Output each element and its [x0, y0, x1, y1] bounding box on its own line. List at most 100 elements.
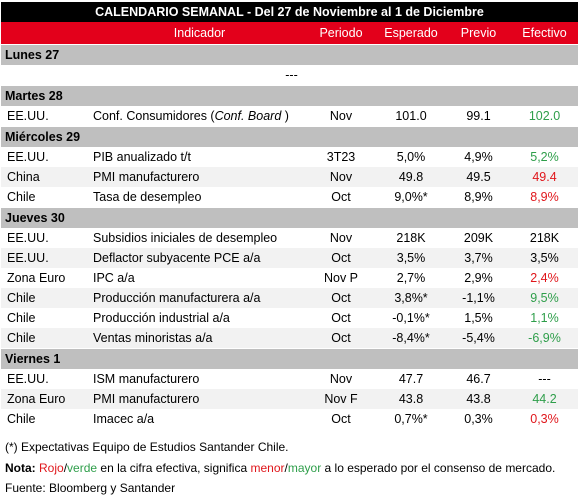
country: Chile — [7, 291, 36, 305]
indicator: Producción manufacturera a/a — [93, 291, 306, 305]
previous: 43.8 — [466, 392, 491, 406]
previous: -1,1% — [462, 291, 495, 305]
data-row: Zona Euro PMI manufacturero Nov F 43.8 43.8 4… — [1, 389, 578, 409]
data-row: Chile Producción manufacturera a/a Oct 3,8%… — [1, 288, 578, 308]
indicator-part: Producción manufacturera a/a — [93, 291, 261, 305]
expected: 0,7%* — [394, 412, 428, 426]
source: Fuente: Bloomberg y Santander — [5, 481, 176, 495]
indicator: PMI manufacturero — [93, 170, 306, 184]
note-part: en la cifra efectiva, significa — [97, 461, 251, 475]
indicator-part: PMI manufacturero — [93, 392, 200, 406]
note-part: / — [63, 461, 68, 475]
period: Oct — [331, 251, 351, 265]
period: Nov P — [323, 271, 359, 285]
actual: 9,5% — [530, 291, 559, 305]
data-row: --- — [1, 65, 578, 85]
actual: --- — [538, 372, 551, 386]
indicator-part: Deflactor subyacente PCE a/a — [93, 251, 261, 265]
note-part: / — [284, 461, 288, 475]
previous: 209K — [463, 231, 494, 245]
note-part: menor — [250, 461, 285, 475]
country: EE.UU. — [7, 109, 49, 123]
country: Chile — [7, 311, 36, 325]
data-row: China PMI manufacturero Nov 49.8 49.5 49.4 — [1, 167, 578, 187]
indicator: Tasa de desempleo — [93, 190, 306, 204]
indicator: Deflactor subyacente PCE a/a — [93, 251, 306, 265]
actual: 44.2 — [532, 392, 557, 406]
header-cell: Previo — [460, 26, 497, 40]
header-row: Indicador Periodo Esperado Previo Efecti… — [1, 22, 578, 44]
title: CALENDARIO SEMANAL - Del 27 de Noviembre… — [1, 2, 578, 22]
country: Zona Euro — [7, 271, 66, 285]
previous: 49.5 — [466, 170, 491, 184]
actual: -6,9% — [528, 331, 561, 345]
data-row: EE.UU. Subsidios iniciales de desempleo No… — [1, 228, 578, 248]
indicator: ISM manufacturero — [93, 372, 306, 386]
indicator-part: ) — [281, 109, 289, 123]
indicator-part: Producción industrial a/a — [93, 311, 230, 325]
indicator-part: Tasa de desempleo — [93, 190, 202, 204]
data-row: Chile Producción industrial a/a Oct -0,1%* 1… — [1, 308, 578, 328]
indicator: Conf. Consumidores (Conf. Board ) — [93, 109, 306, 123]
expected: 218K — [396, 231, 426, 245]
country: China — [7, 170, 40, 184]
country: Chile — [7, 331, 36, 345]
actual: 2,4% — [530, 271, 559, 285]
header-cell: Efectivo — [522, 26, 567, 40]
data-row: EE.UU. PIB anualizado t/t 3T23 5,0% 4,9% 5,2% — [1, 147, 578, 167]
note-part: a lo esperado por el consenso de mercado… — [321, 461, 556, 475]
previous: 3,7% — [464, 251, 493, 265]
country: EE.UU. — [7, 150, 49, 164]
country: EE.UU. — [7, 231, 49, 245]
country: EE.UU. — [7, 251, 49, 265]
period: Nov — [329, 109, 353, 123]
period: Nov — [329, 372, 353, 386]
data-row: EE.UU. Deflactor subyacente PCE a/a Oct 3,5… — [1, 248, 578, 268]
expected: 2,7% — [396, 271, 426, 285]
note-part: Rojo — [39, 461, 64, 475]
previous: 1,5% — [464, 311, 493, 325]
actual: 0,3% — [530, 412, 559, 426]
data-row: Zona Euro IPC a/a Nov P 2,7% 2,9% 2,4% — [1, 268, 578, 288]
actual: 8,9% — [530, 190, 559, 204]
period: Oct — [331, 412, 351, 426]
indicator-part: Conf. Board — [214, 109, 282, 123]
day-row: Miércoles 29 — [1, 126, 578, 147]
country: Zona Euro — [7, 392, 66, 406]
actual: 218K — [529, 231, 560, 245]
period: Oct — [331, 291, 351, 305]
actual: 1,1% — [530, 311, 559, 325]
expected: 43.8 — [398, 392, 424, 406]
indicator-part: Imacec a/a — [93, 412, 155, 426]
note: Nota: Rojo/verde en la cifra efectiva, s… — [5, 461, 555, 475]
indicator: Subsidios iniciales de desempleo — [93, 231, 306, 245]
expected: -0,1%* — [392, 311, 430, 325]
period: Oct — [331, 331, 351, 345]
indicator-part: PMI manufacturero — [93, 170, 200, 184]
expected: 9,0%* — [394, 190, 428, 204]
country: Chile — [7, 190, 36, 204]
previous: 0,3% — [464, 412, 493, 426]
day-row: Viernes 1 — [1, 348, 578, 369]
data-row: EE.UU. ISM manufacturero Nov 47.7 46.7 --- — [1, 369, 578, 389]
calendar: CALENDARIO SEMANAL - Del 27 de Noviembre… — [1, 2, 578, 429]
placeholder: --- — [285, 68, 298, 82]
period: 3T23 — [326, 150, 356, 164]
expected: 49.8 — [398, 170, 424, 184]
actual: 49.4 — [532, 170, 557, 184]
actual: 5,2% — [530, 150, 559, 164]
day-row: Martes 28 — [1, 85, 578, 106]
indicator: PMI manufacturero — [93, 392, 306, 406]
note-part: Nota: — [5, 461, 36, 475]
period: Oct — [331, 311, 351, 325]
previous: -5,4% — [462, 331, 495, 345]
data-row: Chile Imacec a/a Oct 0,7%* 0,3% 0,3% — [1, 409, 578, 429]
footnote: (*) Expectativas Equipo de Estudios Sant… — [5, 440, 289, 454]
previous: 8,9% — [464, 190, 493, 204]
indicator: Ventas minoristas a/a — [93, 331, 306, 345]
day-row: Jueves 30 — [1, 207, 578, 228]
header-cell: Esperado — [384, 26, 438, 40]
indicator-part: Conf. Consumidores ( — [93, 109, 215, 123]
previous: 46.7 — [466, 372, 491, 386]
data-row: Chile Tasa de desempleo Oct 9,0%* 8,9% 8,9% — [1, 187, 578, 207]
